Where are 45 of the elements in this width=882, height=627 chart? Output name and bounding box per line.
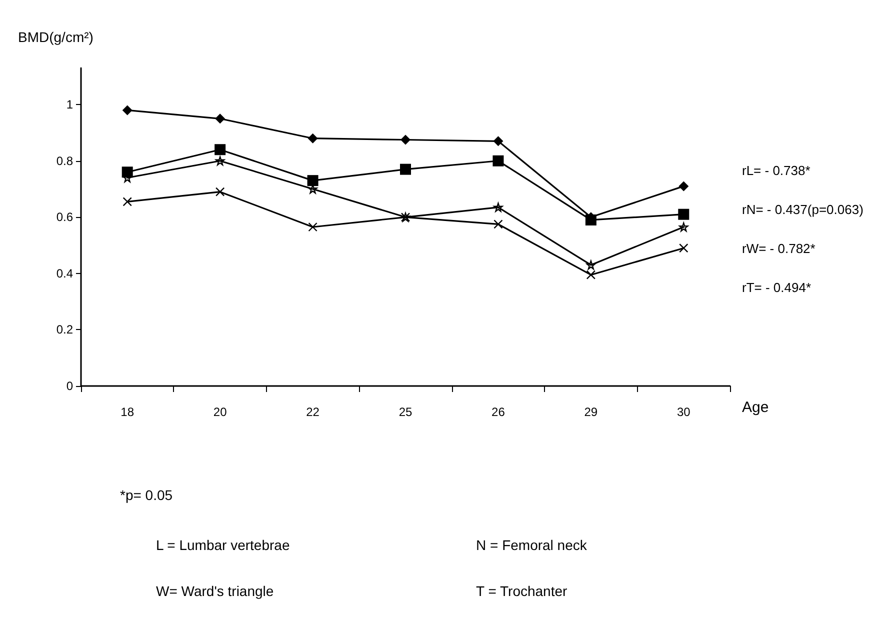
text: rN= - 0.437(p=0.063) — [742, 202, 864, 217]
point — [215, 187, 225, 196]
y-tick-label: 0.6 — [56, 210, 74, 224]
point — [308, 222, 318, 232]
y-tick-label: 0.2 — [56, 322, 74, 337]
y-tick-label: 1 — [66, 98, 74, 112]
point — [307, 175, 318, 186]
point — [586, 260, 596, 270]
text: rL= - 0.738* — [742, 163, 810, 178]
point — [214, 144, 226, 156]
x-tick-label: 30 — [676, 405, 691, 419]
x-axis-title: Age — [742, 399, 769, 416]
point — [215, 156, 225, 166]
text: *p= 0.05 — [120, 487, 173, 503]
x-tick-label: 20 — [213, 405, 228, 419]
point — [586, 270, 596, 280]
text: rW= - 0.782* — [742, 241, 816, 256]
text: W= Ward's triangle — [156, 583, 274, 599]
x-tick-label: 29 — [584, 405, 598, 419]
point — [493, 136, 504, 146]
point — [678, 208, 690, 220]
point — [492, 155, 504, 166]
y-tick-label: 0.4 — [56, 266, 74, 280]
point — [215, 114, 226, 124]
y-tick-label: 0.8 — [56, 154, 74, 168]
point — [308, 133, 318, 144]
point — [400, 134, 410, 145]
y-tick-label: 0 — [66, 379, 74, 393]
text: N = Femoral neck — [476, 537, 588, 553]
text: rT= - 0.494* — [742, 280, 812, 295]
point — [679, 222, 688, 232]
x-tick-label: 25 — [398, 405, 412, 419]
x-tick-label: 18 — [120, 405, 134, 419]
point — [122, 166, 133, 178]
point — [678, 181, 689, 192]
point — [400, 164, 411, 175]
text: L = Lumbar vertebrae — [156, 537, 290, 553]
y-axis-title: BMD(g/cm²) — [18, 29, 94, 45]
text: T = Trochanter — [476, 583, 568, 599]
point — [494, 220, 503, 229]
x-tick-label: 22 — [306, 405, 320, 419]
point — [122, 105, 132, 116]
point — [679, 244, 688, 253]
point — [122, 197, 132, 206]
x-tick-label: 26 — [492, 405, 506, 419]
